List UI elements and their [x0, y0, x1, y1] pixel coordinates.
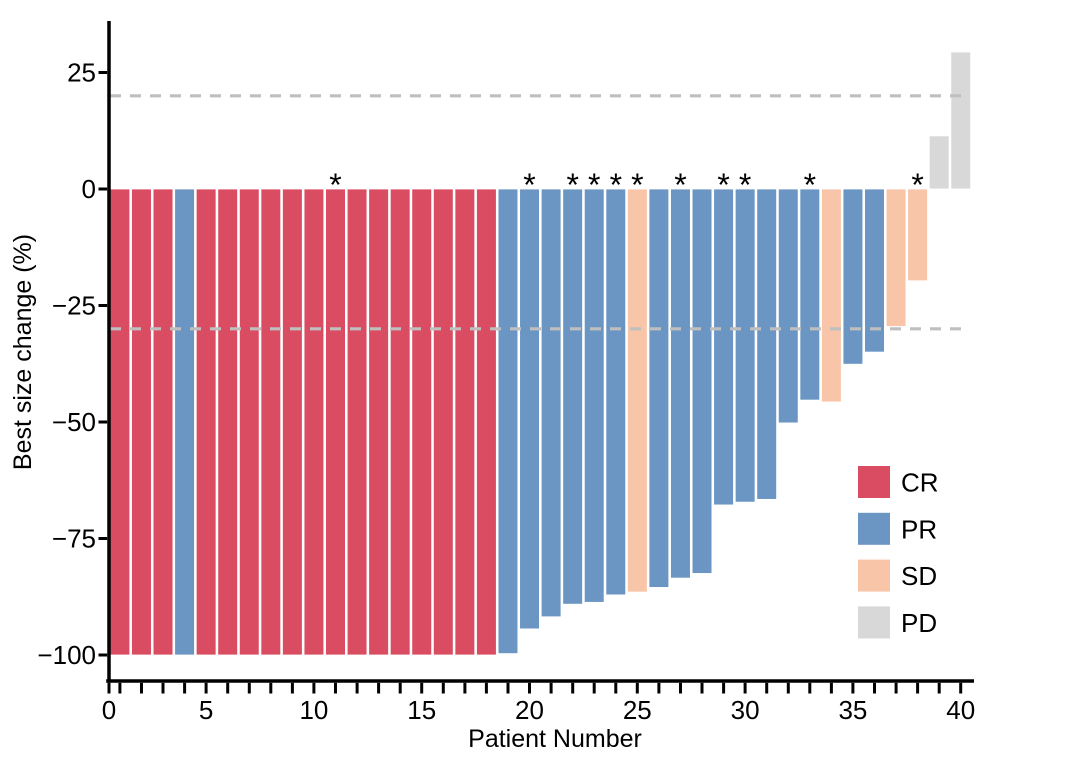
y-tick-label--100: −100: [37, 640, 96, 670]
bar-patient-16-cr: [432, 188, 454, 656]
x-tick-label-35: 35: [838, 695, 867, 725]
bar-patient-22-pr: [562, 188, 583, 605]
x-tick-label-0: 0: [102, 695, 116, 725]
bar-patient-24-pr: [605, 188, 627, 596]
bar-patient-35-pr: [842, 188, 864, 365]
legend-label-PR: PR: [901, 514, 937, 544]
legend-swatch-CR: [858, 466, 890, 498]
bar-patient-15-cr: [411, 188, 433, 656]
bar-patient-14-cr: [389, 188, 411, 656]
bar-patient-5-cr: [195, 188, 217, 656]
x-axis-title: Patient Number: [468, 725, 642, 753]
bar-patient-26-pr: [648, 188, 670, 588]
bar-patient-32-pr: [777, 188, 799, 424]
asterisk-patient-20: *: [523, 167, 535, 203]
bar-patient-10-cr: [303, 188, 325, 656]
tick-labels-layer: 0 5 10 15 20 25 30 35 40 25 0 −25 −50 −75 −100: [37, 58, 975, 726]
bars-layer: [109, 51, 972, 656]
legend-swatch-SD: [858, 559, 890, 592]
bar-patient-2-cr: [131, 188, 152, 656]
bar-patient-38-sd: [907, 188, 928, 282]
bar-patient-13-cr: [368, 188, 389, 656]
bar-patient-20-pr: [519, 188, 540, 630]
bar-patient-21-pr: [540, 188, 562, 618]
y-axis-title: Best size change (%): [9, 234, 37, 470]
bar-patient-31-pr: [756, 188, 777, 500]
bar-patient-17-cr: [454, 188, 476, 656]
bar-patient-39-pd: [928, 135, 950, 190]
bar-patient-8-cr: [260, 188, 282, 656]
bar-patient-28-pr: [691, 188, 713, 574]
ticks-layer: [98, 71, 963, 694]
bar-patient-27-pr: [670, 188, 691, 579]
y-tick-label--50: −50: [52, 407, 96, 437]
asterisk-patient-29: *: [717, 167, 729, 203]
bar-patient-30-pr: [734, 188, 756, 503]
bar-patient-6-cr: [217, 188, 239, 656]
bar-patient-12-cr: [346, 188, 368, 656]
asterisk-patient-23: *: [588, 167, 600, 203]
legend-label-SD: SD: [901, 561, 937, 591]
asterisk-patient-22: *: [566, 167, 578, 203]
legend-swatch-PR: [858, 512, 890, 545]
bar-patient-9-cr: [282, 188, 303, 656]
bar-patient-11-cr: [325, 188, 346, 656]
asterisk-patient-30: *: [739, 167, 751, 203]
asterisk-patient-38: *: [911, 167, 923, 203]
x-tick-label-20: 20: [515, 695, 544, 725]
x-tick-label-5: 5: [199, 695, 213, 725]
bar-patient-3-cr: [152, 188, 174, 656]
bar-patient-36-pr: [864, 188, 885, 353]
x-tick-label-15: 15: [407, 695, 436, 725]
bar-patient-23-pr: [583, 188, 605, 603]
bar-patient-4-pr: [174, 188, 195, 656]
bar-patient-33-pr: [799, 188, 821, 401]
y-tick-label--25: −25: [52, 291, 96, 321]
x-tick-label-10: 10: [299, 695, 328, 725]
reference-lines-layer: [110, 94, 970, 331]
y-tick-label-0: 0: [82, 174, 96, 204]
legend-label-CR: CR: [901, 468, 939, 498]
asterisk-annotations-layer: * * * * * * * * * * *: [329, 167, 924, 203]
bar-patient-1-cr: [109, 188, 131, 656]
x-tick-label-25: 25: [623, 695, 652, 725]
legend-label-PD: PD: [901, 608, 937, 638]
bar-patient-40-pd: [950, 51, 972, 190]
bar-patient-37-sd: [885, 188, 907, 327]
bar-patient-29-pr: [713, 188, 734, 506]
y-tick-label--75: −75: [52, 524, 96, 554]
bar-patient-34-sd: [821, 188, 842, 403]
bar-patient-7-cr: [238, 188, 260, 656]
x-tick-label-30: 30: [731, 695, 760, 725]
legend-swatch-PD: [858, 606, 890, 639]
asterisk-patient-24: *: [610, 167, 622, 203]
asterisk-patient-27: *: [674, 167, 686, 203]
bar-patient-18-cr: [476, 188, 497, 656]
legend: CR PR SD PD: [858, 466, 939, 639]
bar-patient-25-sd: [627, 188, 648, 593]
asterisk-patient-11: *: [329, 167, 341, 203]
asterisk-patient-25: *: [631, 167, 643, 203]
bar-patient-19-pr: [497, 188, 519, 655]
asterisk-patient-33: *: [804, 167, 816, 203]
x-tick-label-40: 40: [946, 695, 975, 725]
y-tick-label-25: 25: [67, 58, 96, 88]
